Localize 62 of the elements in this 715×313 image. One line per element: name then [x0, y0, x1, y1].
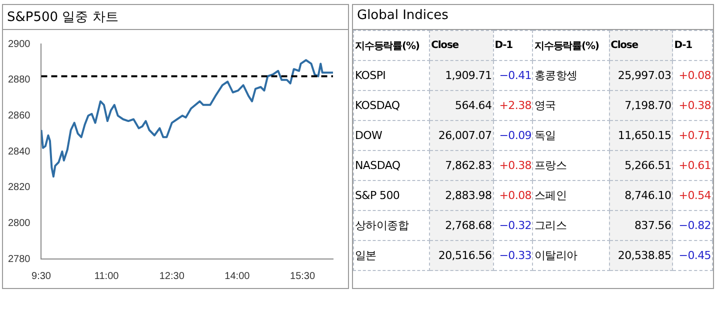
x-tick-label: 15:30 — [290, 270, 316, 282]
text: +2.38 — [493, 90, 533, 120]
text: −0.41 — [493, 60, 533, 90]
text: 20,538.85 — [609, 240, 673, 270]
text: 홍콩항셍 — [532, 60, 610, 90]
x-tick-label: 9:30 — [32, 270, 52, 282]
text: 564.64 — [430, 90, 494, 120]
text: 이탈리아 — [532, 240, 610, 270]
text: 2,883.98 — [430, 180, 494, 210]
y-tick-label: 2900 — [8, 38, 31, 50]
text: −0.32 — [493, 210, 533, 240]
y-tick-label: 2840 — [8, 146, 31, 158]
text: −0.33 — [493, 240, 533, 270]
text: 지수등락률(%) — [354, 30, 430, 60]
text: 20,516.56 — [430, 240, 494, 270]
text: 상하이종합 — [354, 210, 430, 240]
text: 837.56 — [609, 210, 673, 240]
text: Close — [430, 30, 494, 60]
x-tick-label: 14:00 — [224, 270, 250, 282]
text: 11,650.15 — [609, 120, 673, 150]
text: KOSDAQ — [354, 90, 430, 120]
text: 프랑스 — [532, 150, 610, 180]
text: −0.82 — [672, 210, 712, 240]
x-tick-label: 12:30 — [159, 270, 185, 282]
text: +0.08 — [493, 180, 533, 210]
chart-title: S&P500 일중 차트 — [3, 5, 348, 30]
text: +0.38 — [493, 150, 533, 180]
text: S&P 500 — [354, 180, 430, 210]
x-tick-label: 11:00 — [94, 270, 120, 282]
text: +0.61 — [672, 150, 712, 180]
text: −0.45 — [672, 240, 712, 270]
text: 7,862.83 — [430, 150, 494, 180]
text: 1,909.71 — [430, 60, 494, 90]
text: Global Indices — [353, 5, 713, 30]
y-tick-label: 2800 — [8, 218, 31, 229]
text: 25,997.03 — [609, 60, 673, 90]
text: +0.71 — [672, 120, 712, 150]
text: 독일 — [532, 120, 610, 150]
text: 2,768.68 — [430, 210, 494, 240]
text: −0.09 — [493, 120, 533, 150]
text: 일본 — [354, 240, 430, 270]
text: 그리스 — [532, 210, 610, 240]
y-tick-label: 2860 — [8, 110, 31, 122]
text: 26,007.07 — [430, 120, 494, 150]
text: +0.38 — [672, 90, 712, 120]
text: 지수등락률(%) — [532, 30, 610, 60]
text: +0.54 — [672, 180, 712, 210]
text: DOW — [354, 120, 430, 150]
text: NASDAQ — [354, 150, 430, 180]
text: D-1 — [672, 30, 712, 60]
text: KOSPI — [354, 60, 430, 90]
text: 7,198.70 — [609, 90, 673, 120]
text: Close — [609, 30, 673, 60]
text: 5,266.51 — [609, 150, 673, 180]
text: 영국 — [532, 90, 610, 120]
y-tick-label: 2780 — [8, 254, 31, 265]
text: 스페인 — [532, 180, 610, 210]
y-tick-label: 2880 — [8, 74, 31, 86]
text: +0.08 — [672, 60, 712, 90]
text: 8,746.10 — [609, 180, 673, 210]
text: D-1 — [493, 30, 533, 60]
y-tick-label: 2820 — [8, 182, 31, 194]
